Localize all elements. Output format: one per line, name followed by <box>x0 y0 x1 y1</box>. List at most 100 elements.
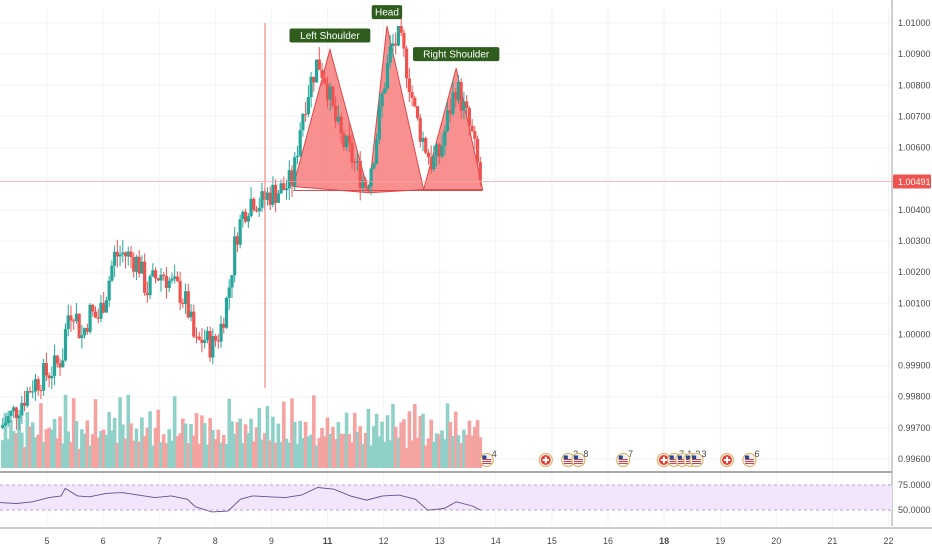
candle-body <box>350 143 354 163</box>
candle-body <box>3 423 8 425</box>
us-flag-stripe <box>482 459 492 460</box>
us-event-icon[interactable]: 3 <box>689 449 707 468</box>
volume-bar <box>298 421 302 468</box>
volume-bar <box>142 436 147 468</box>
volume-bar <box>186 443 191 468</box>
volume-bar <box>205 444 210 468</box>
candle-body <box>153 270 158 279</box>
volume-bar <box>11 431 16 468</box>
us-flag-stripe <box>618 459 628 460</box>
candle-body <box>102 302 106 313</box>
right-shoulder-label-bg <box>412 47 500 62</box>
candle-body <box>298 130 302 156</box>
event-count: 3 <box>701 449 706 459</box>
candle-body <box>279 183 283 194</box>
us-flag-stripe <box>573 459 583 460</box>
us-flag-stripe <box>744 461 754 462</box>
candle-body <box>470 125 474 132</box>
volume-bars <box>0 394 483 468</box>
y-tick-label: 1.00900 <box>898 49 931 59</box>
candle-body <box>246 216 250 222</box>
candle-body <box>82 328 87 336</box>
candle-body <box>99 302 103 319</box>
candle-body <box>170 278 174 281</box>
volume-bar <box>273 442 278 468</box>
candle-body <box>465 101 469 109</box>
ch-event-icon[interactable] <box>719 452 735 468</box>
y-tick-label: 1.00100 <box>898 298 931 308</box>
candle-body <box>306 97 310 115</box>
volume-bar <box>388 440 393 468</box>
volume-bar <box>369 445 373 468</box>
volume-bar <box>243 424 248 468</box>
volume-bar <box>164 443 169 468</box>
candle-body <box>334 105 338 122</box>
volume-bar <box>148 411 152 468</box>
candle-body <box>233 236 237 276</box>
volume-bar <box>470 435 474 468</box>
volume-bar <box>306 436 311 468</box>
candle-body <box>110 265 114 281</box>
volume-bar <box>423 445 428 468</box>
us-event-icon[interactable]: 6 <box>742 449 760 468</box>
candle-body <box>52 355 57 376</box>
candle-body <box>183 291 188 305</box>
candle-body <box>137 256 141 274</box>
us-flag-stripe <box>669 461 679 462</box>
us-event-icon[interactable]: 7 <box>616 449 634 468</box>
rsi-tick-label: 50.0000 <box>898 505 931 515</box>
volume-bar <box>172 396 177 468</box>
candle-body <box>14 407 18 419</box>
candle-body <box>402 32 406 49</box>
volume-bar <box>415 437 420 468</box>
candlestick-series <box>0 13 892 431</box>
candle-body <box>249 198 253 217</box>
volume-bar <box>336 422 341 468</box>
volume-bar <box>44 429 49 468</box>
time-axis[interactable]: 5 6 7 8 9 11 12 13 14 15 16 18 19 20 21 22 <box>44 536 893 546</box>
volume-bar <box>115 442 120 468</box>
y-tick-label: 1.00700 <box>898 111 931 121</box>
candle-body <box>339 116 343 134</box>
candle-body <box>227 287 231 298</box>
candle-body <box>478 162 482 181</box>
volume-bar <box>440 430 444 468</box>
volume-bar <box>276 423 281 468</box>
us-event-icon[interactable]: 8 <box>571 449 589 468</box>
candle-body <box>121 252 125 255</box>
us-flag-canton <box>563 455 568 459</box>
y-tick-label: 1.00400 <box>898 205 931 215</box>
volume-bar <box>197 443 202 468</box>
volume-bar <box>170 440 174 468</box>
candle-body <box>282 183 286 191</box>
volume-bar <box>314 445 319 468</box>
ch-event-icon[interactable] <box>656 452 672 468</box>
economic-events[interactable]: 438771236 <box>479 449 760 468</box>
candle-body <box>58 363 62 368</box>
volume-bar <box>260 439 264 468</box>
volume-bar <box>407 411 412 468</box>
candle-body <box>39 390 43 392</box>
left-shoulder-triangle <box>292 47 370 194</box>
candle-body <box>385 62 390 89</box>
us-flag-canton <box>691 455 697 459</box>
candle-body <box>36 379 40 391</box>
volume-bar <box>58 416 62 468</box>
volume-bar <box>129 423 133 468</box>
candle-body <box>126 251 130 257</box>
y-tick-label: 1.00800 <box>898 80 931 90</box>
price-axis[interactable]: 1.010001.009001.008001.007001.006001.005… <box>893 18 931 515</box>
candle-body <box>115 251 119 257</box>
volume-bar <box>3 412 8 468</box>
candle-body <box>69 315 73 321</box>
volume-bar <box>161 434 166 468</box>
volume-bar <box>104 434 109 468</box>
candle-body <box>200 339 204 343</box>
candle-body <box>314 59 319 83</box>
candle-body <box>175 276 179 281</box>
us-event-icon[interactable]: 4 <box>479 449 497 468</box>
ch-event-icon[interactable] <box>538 452 553 468</box>
volume-bar <box>30 422 35 468</box>
volume-bar <box>55 438 60 468</box>
